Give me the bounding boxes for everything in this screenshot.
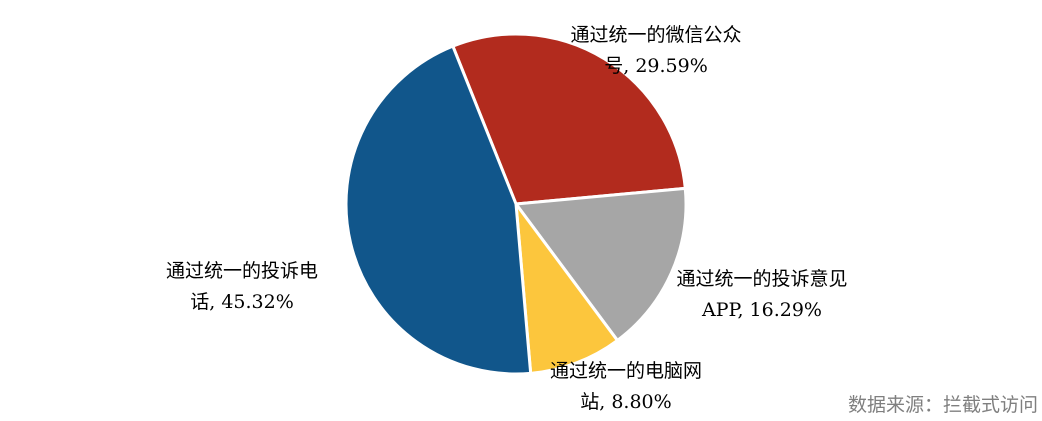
source-note: 数据来源：拦截式访问 <box>847 394 1038 416</box>
slice-label: 通过统一的投诉意见APP, 16.29% <box>676 268 848 321</box>
pie-slice <box>514 202 619 375</box>
pie-slice <box>344 44 533 376</box>
slice-label: 通过统一的微信公众号, 29.59% <box>570 24 742 77</box>
slice-label: 通过统一的投诉电话, 45.32% <box>165 260 318 313</box>
slice-label: 通过统一的电脑网站, 8.80% <box>549 360 702 413</box>
pie-slice <box>451 32 687 206</box>
pie-slice <box>514 186 688 342</box>
